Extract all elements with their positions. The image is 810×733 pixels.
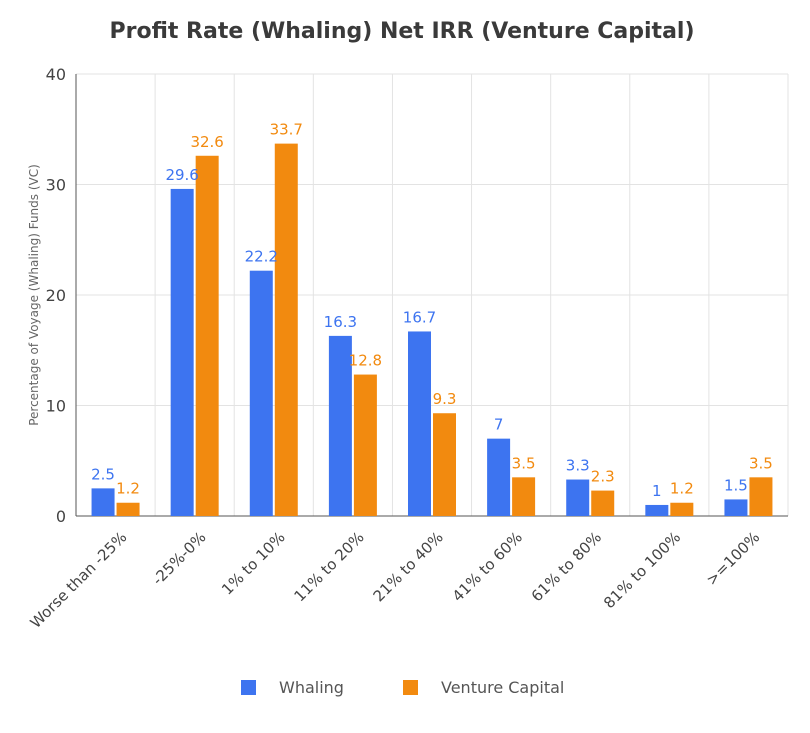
x-tick-label: >=100% <box>702 528 763 589</box>
data-label: 16.7 <box>403 308 436 326</box>
grid-lines <box>75 73 789 517</box>
bar-whaling <box>408 331 431 516</box>
bar-venture-capital <box>749 477 773 516</box>
y-tick-label: 30 <box>46 176 66 195</box>
legend-label: Venture Capital <box>441 678 564 697</box>
y-tick-label: 40 <box>46 65 66 84</box>
bar-venture-capital <box>274 143 298 517</box>
data-label: 3.5 <box>749 454 773 472</box>
data-label: 33.7 <box>270 121 303 139</box>
bars <box>91 143 773 517</box>
data-label: 1.2 <box>670 480 694 498</box>
bar-whaling <box>566 479 590 516</box>
bar-whaling <box>249 270 273 516</box>
data-label: 9.3 <box>433 390 457 408</box>
x-tick-label: 1% to 10% <box>218 528 289 599</box>
x-tick-label: 41% to 60% <box>449 528 526 605</box>
x-axis-ticks: Worse than -25% -25%-0% 1% to 10% 11% to 20… <box>27 528 764 632</box>
y-tick-label: 10 <box>46 397 66 416</box>
data-label: 12.8 <box>349 352 382 370</box>
bar-venture-capital <box>670 502 694 516</box>
x-tick-label: 11% to 20% <box>290 528 367 605</box>
bar-whaling <box>645 504 669 516</box>
bar-venture-capital <box>195 155 219 516</box>
data-labels: 2.5 29.6 22.2 16.3 16.7 7 3.3 1 1.5 1.2 32.6 33.7 12… <box>91 121 773 500</box>
legend-swatch <box>241 680 256 695</box>
y-axis-label: Percentage of Voyage (Whaling) Funds (VC… <box>27 164 41 426</box>
data-label: 29.6 <box>165 166 198 184</box>
bar-venture-capital <box>433 413 456 516</box>
x-tick-label: Worse than -25% <box>27 528 131 632</box>
y-tick-label: 0 <box>56 507 66 526</box>
data-label: 32.6 <box>190 133 223 151</box>
data-label: 3.5 <box>512 454 536 472</box>
x-tick-label: 81% to 100% <box>600 528 684 612</box>
data-label: 1 <box>652 482 662 500</box>
x-tick-label: -25%-0% <box>149 528 210 589</box>
y-axis-ticks: 0 10 20 30 40 <box>46 65 66 526</box>
bar-whaling <box>91 488 115 516</box>
y-tick-label: 20 <box>46 286 66 305</box>
legend: Whaling Venture Capital <box>241 678 564 697</box>
data-label: 2.5 <box>91 465 115 483</box>
x-tick-label: 21% to 40% <box>370 528 447 605</box>
bar-venture-capital <box>591 490 615 516</box>
data-label: 16.3 <box>324 313 357 331</box>
bar-venture-capital <box>353 374 377 516</box>
bar-whaling <box>170 188 194 517</box>
x-tick-label: 61% to 80% <box>528 528 605 605</box>
bar-whaling <box>487 438 511 516</box>
data-label: 1.2 <box>116 480 140 498</box>
data-label: 3.3 <box>566 457 590 475</box>
data-label: 22.2 <box>245 248 278 266</box>
bar-whaling <box>724 499 748 516</box>
chart-title: Profit Rate (Whaling) Net IRR (Venture C… <box>109 19 694 44</box>
data-label: 2.3 <box>591 468 615 486</box>
legend-label: Whaling <box>279 678 344 697</box>
bar-venture-capital <box>512 477 536 516</box>
bar-venture-capital <box>116 502 140 516</box>
data-label: 7 <box>494 416 504 434</box>
bar-whaling <box>328 335 352 516</box>
data-label: 1.5 <box>724 476 748 494</box>
legend-swatch <box>403 680 418 695</box>
